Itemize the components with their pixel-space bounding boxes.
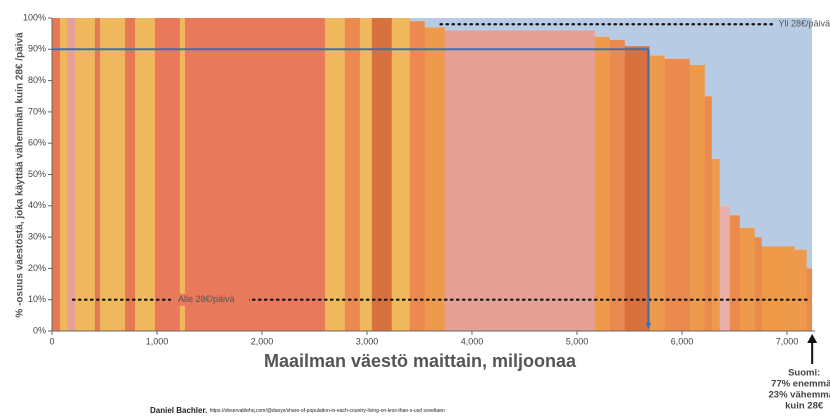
bar xyxy=(134,18,156,331)
remainder-bar xyxy=(806,18,813,269)
highlight-label: kuin 28€ xyxy=(785,401,824,412)
x-tick-label: 0 xyxy=(49,336,54,346)
bar xyxy=(761,246,796,331)
guide-arrow xyxy=(645,323,652,329)
bar xyxy=(324,18,346,331)
bar xyxy=(609,39,626,331)
y-tick-label: 40% xyxy=(28,200,46,210)
bar xyxy=(754,237,763,331)
bar xyxy=(594,36,611,331)
bar xyxy=(739,227,756,331)
highlight-label: Suomi: xyxy=(788,368,820,379)
bar xyxy=(704,96,713,331)
bar xyxy=(806,268,813,331)
remainder-bar xyxy=(719,18,731,206)
remainder-bar xyxy=(711,18,721,159)
bar xyxy=(444,30,596,332)
y-tick-label: 0% xyxy=(33,325,46,335)
bar xyxy=(74,18,96,331)
y-axis-label: % -osuus väestöstä, joka käyttää vähemmä… xyxy=(15,32,26,318)
bar xyxy=(424,27,445,331)
bar xyxy=(99,18,126,331)
remainder-bar xyxy=(729,18,741,216)
x-tick-label: 5,000 xyxy=(566,336,589,346)
bar xyxy=(409,21,426,331)
x-tick-label: 4,000 xyxy=(461,336,484,346)
bar xyxy=(624,46,651,332)
bar xyxy=(52,18,61,331)
bar xyxy=(67,18,76,331)
highlight-label: 77% enemmän xyxy=(771,379,830,390)
x-tick-label: 7,000 xyxy=(776,336,799,346)
remainder-bar xyxy=(609,18,626,40)
bar xyxy=(649,55,666,332)
y-tick-label: 50% xyxy=(28,169,46,179)
remainder-bar xyxy=(424,18,445,28)
y-tick-label: 20% xyxy=(28,263,46,273)
reference-label: Yli 28€/päivä xyxy=(778,19,830,29)
y-tick-label: 100% xyxy=(23,12,46,22)
bar xyxy=(729,215,741,331)
bar xyxy=(689,64,706,331)
y-tick-label: 90% xyxy=(28,44,46,54)
remainder-bar xyxy=(689,18,706,65)
bar xyxy=(391,18,411,331)
x-tick-label: 6,000 xyxy=(671,336,694,346)
bar xyxy=(154,18,181,331)
bar xyxy=(359,18,373,331)
remainder-bar xyxy=(794,18,808,250)
y-tick-label: 30% xyxy=(28,231,46,241)
highlight-arrowhead xyxy=(807,334,818,343)
remainder-bar xyxy=(704,18,713,97)
bar xyxy=(664,58,691,331)
bar xyxy=(94,18,101,331)
y-tick-label: 60% xyxy=(28,138,46,148)
x-axis-label: Maailman väestö maittain, miljoonaa xyxy=(264,351,577,371)
remainder-bar xyxy=(594,18,611,37)
bar xyxy=(344,18,361,331)
bar xyxy=(794,249,808,331)
x-tick-label: 1,000 xyxy=(146,336,169,346)
credit: Daniel Bachler. https://observablehq.com… xyxy=(150,406,445,415)
remainder-bar xyxy=(761,18,796,247)
bar xyxy=(179,18,186,331)
bar xyxy=(59,18,68,331)
remainder-bar xyxy=(409,18,426,22)
y-tick-label: 70% xyxy=(28,106,46,116)
bar xyxy=(711,158,721,331)
x-tick-label: 2,000 xyxy=(251,336,274,346)
remainder-bar xyxy=(754,18,763,238)
x-tick-label: 3,000 xyxy=(356,336,379,346)
label-bg xyxy=(170,293,249,306)
bar xyxy=(124,18,136,331)
remainder-bar xyxy=(624,18,651,47)
y-tick-label: 80% xyxy=(28,75,46,85)
bar xyxy=(719,205,731,331)
reference-label: Alle 28€/päivä xyxy=(178,294,235,304)
bar xyxy=(371,18,393,331)
remainder-bar xyxy=(739,18,756,228)
highlight-label: 23% vähemmän xyxy=(769,390,830,401)
remainder-bar xyxy=(649,18,666,56)
bar xyxy=(184,18,326,331)
credit-author: Daniel Bachler. xyxy=(150,406,207,415)
y-tick-label: 10% xyxy=(28,294,46,304)
credit-source: https://observablehq.com/@danyx/share-of… xyxy=(210,408,445,414)
